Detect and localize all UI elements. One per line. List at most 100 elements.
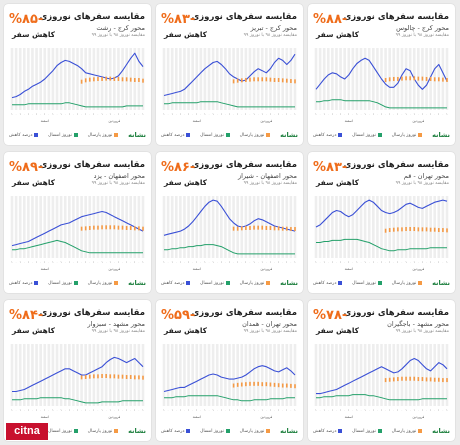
day-bar	[347, 196, 351, 258]
day-bar	[27, 344, 30, 406]
legend-label: نوروز پارسال	[87, 428, 113, 434]
day-bar	[437, 196, 441, 258]
day-bar	[31, 344, 34, 406]
day-tick-label: ۱	[381, 261, 382, 264]
decrease-mark	[401, 76, 403, 81]
day-bar	[51, 48, 55, 110]
day-bar	[187, 48, 190, 110]
day-tick-label: ·	[393, 113, 394, 116]
day-tick-label: ۱	[389, 261, 390, 264]
decrease-mark	[138, 375, 140, 380]
decrease-mark	[438, 77, 440, 82]
decrease-mark	[236, 78, 239, 83]
series-line-last-year	[315, 57, 448, 90]
day-bar	[59, 344, 63, 406]
decrease-mark	[429, 76, 432, 81]
day-tick-label: ·	[184, 261, 185, 264]
day-bar	[335, 48, 338, 110]
legend-label: نوروز پارسال	[239, 280, 265, 286]
day-tick-label: ۱	[397, 113, 398, 116]
day-tick-label: ۱	[77, 261, 78, 264]
chart-subtitle: مقایسه نوروز ۹۸ با نوروز ۹۹	[395, 181, 449, 186]
decrease-label: کاهش سفر	[164, 30, 208, 39]
chart-title: مقایسه سفرهای نوروزی	[343, 160, 449, 170]
decrease-mark	[101, 373, 103, 378]
decrease-mark	[93, 225, 95, 230]
chart-title: مقایسه سفرهای نوروزی	[343, 12, 449, 22]
chart-header: مقایسه سفرهای نوروزی محور کرج - تبریز مقای…	[173, 12, 297, 38]
day-tick-label: ۱	[142, 261, 143, 264]
day-bar	[76, 196, 79, 258]
day-tick-label: ·	[328, 261, 329, 264]
day-bar	[183, 48, 186, 110]
day-bar	[162, 48, 166, 110]
day-tick-label: ·	[426, 409, 427, 412]
day-bar	[174, 196, 178, 258]
chart-header: مقایسه سفرهای نوروزی محور مشهد - سبزوار مق…	[21, 308, 145, 334]
day-bar	[359, 196, 363, 258]
legend-swatch	[73, 133, 78, 137]
decrease-mark	[286, 226, 288, 231]
legend-label: نوروز امسال	[352, 280, 376, 286]
day-tick-label: ۱	[85, 409, 86, 412]
day-bar	[339, 344, 342, 406]
day-bar	[232, 48, 235, 110]
day-tick-label: ·	[16, 261, 17, 264]
decrease-mark	[257, 225, 259, 230]
legend-label: نوروز امسال	[200, 428, 224, 434]
day-bar	[425, 196, 428, 258]
legend-label: درصد کاهش	[161, 280, 185, 286]
day-tick-label: ·	[24, 409, 25, 412]
day-tick-label: ·	[250, 261, 251, 264]
day-tick-label: ·	[192, 261, 193, 264]
day-bar	[380, 196, 383, 258]
chart-card: مقایسه سفرهای نوروزی محور کرج - چالوس مقای…	[308, 4, 455, 145]
chart-card: مقایسه سفرهای نوروزی محور مشهد - باجگیران…	[308, 300, 455, 441]
day-bar	[133, 344, 137, 406]
decrease-percent: %۸۳-	[161, 12, 196, 27]
day-bar	[228, 196, 231, 258]
day-tick-label: ·	[200, 409, 201, 412]
day-tick-label: ۱	[373, 113, 374, 116]
day-tick-label: ۱	[245, 261, 246, 264]
day-tick-label: ۱	[36, 261, 37, 264]
day-tick-label: ·	[114, 113, 115, 116]
legend-item: نوروز امسال	[200, 429, 230, 434]
chart-title: مقایسه سفرهای نوروزی	[39, 308, 145, 318]
decrease-mark	[236, 226, 239, 231]
decrease-percent: %۷۸-	[313, 308, 348, 323]
day-bar	[396, 344, 400, 406]
decrease-mark	[257, 77, 259, 82]
day-bar	[289, 48, 293, 110]
chart-title: مقایسه سفرهای نوروزی	[39, 160, 145, 170]
chart-title: مقایسه سفرهای نوروزی	[39, 12, 145, 22]
day-tick-label: ۱	[294, 261, 295, 264]
decrease-mark	[286, 383, 288, 388]
decrease-mark	[105, 76, 107, 81]
day-bar	[47, 48, 51, 110]
day-bar	[404, 196, 408, 258]
day-tick-label: ۱	[348, 113, 349, 116]
decrease-mark	[113, 76, 116, 81]
decrease-mark	[384, 378, 387, 383]
day-bar	[236, 344, 239, 406]
day-tick-label: ۱	[44, 261, 45, 264]
day-tick-label: ۱	[438, 261, 439, 264]
day-bar	[59, 48, 63, 110]
legend-label: نوروز پارسال	[391, 280, 417, 286]
decrease-mark	[392, 227, 395, 232]
day-tick-label: ۱	[397, 409, 398, 412]
day-tick-label: ۱	[28, 261, 29, 264]
decrease-mark	[97, 374, 99, 379]
day-bar	[445, 344, 449, 406]
legend-item: نوروز امسال	[200, 281, 230, 286]
day-tick-label: ۱	[286, 409, 287, 412]
day-bar	[331, 48, 334, 110]
series-line-this-year	[12, 239, 143, 254]
day-tick-label: ·	[138, 409, 139, 412]
series-line-this-year	[164, 244, 295, 255]
day-bar	[331, 344, 334, 406]
day-bar	[429, 196, 432, 258]
decrease-mark	[294, 227, 296, 232]
